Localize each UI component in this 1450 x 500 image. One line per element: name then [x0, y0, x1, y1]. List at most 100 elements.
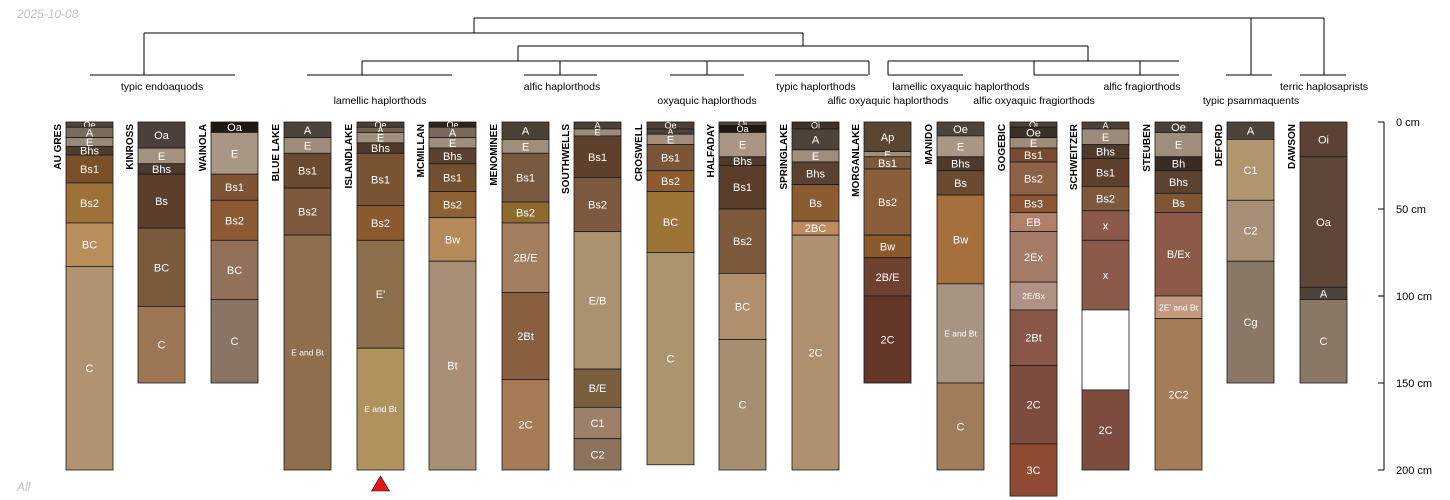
- profile-name: KINROSS: [125, 124, 136, 170]
- horizon-label: Oe: [953, 124, 968, 136]
- taxa-label: typic haplorthods: [776, 81, 855, 93]
- taxa-label: terric haplosaprists: [1280, 81, 1368, 93]
- taxa-label: alfic oxyaquic fragiorthods: [973, 95, 1094, 107]
- profile-name: ISLANDLAKE: [344, 124, 355, 189]
- horizon-label: Bs2: [588, 200, 607, 212]
- horizon-label: C: [86, 363, 94, 375]
- horizon-label: 3C: [1026, 465, 1040, 477]
- horizon-label: Bs2: [661, 176, 680, 188]
- horizon-label: Bs: [1172, 198, 1185, 210]
- horizon-label: Bw: [880, 241, 895, 253]
- horizon-label: E: [739, 140, 746, 152]
- profile-kinross: OaEBhsBsBCCKINROSS: [125, 122, 185, 383]
- horizon-label: BC: [735, 301, 750, 313]
- horizon-label: Bs1: [661, 153, 680, 165]
- horizon-label: Ap: [881, 132, 894, 144]
- horizon-label: 2B/E: [876, 272, 900, 284]
- horizon-label: C2: [590, 449, 604, 461]
- horizon-label: E': [376, 289, 385, 301]
- taxa-label: lamellic haplorthods: [334, 95, 427, 107]
- profile-name: CROSWELL: [634, 124, 645, 181]
- profile-steuben: OeEBhBhsBsB/Ex2E' and Bt2C2STEUBEN: [1142, 122, 1202, 470]
- profile-halfaday: OiOaEBhsBs1Bs2BCCHALFADAY: [706, 119, 766, 470]
- horizon-label: E: [522, 141, 529, 153]
- horizon-label: Bs2: [1024, 174, 1043, 186]
- horizon-label: Bs1: [443, 173, 462, 185]
- horizon-label: 2Bt: [1025, 333, 1042, 345]
- horizon-label: BC: [82, 240, 97, 252]
- axis-tick-label: 0 cm: [1396, 117, 1420, 129]
- profile-name: HALFADAY: [706, 124, 717, 178]
- profile-name: BLUE LAKE: [271, 124, 282, 182]
- horizon-label: Bs1: [1024, 150, 1043, 162]
- horizon-label: C1: [590, 418, 604, 430]
- profile-menominee: AE Bs1 Bs2 2B/E 2Bt 2C MENOMINEE: [489, 122, 549, 470]
- depth-axis: 0 cm50 cm100 cm150 cm200 cm: [1378, 117, 1432, 477]
- profile-wainola: Oa E Bs1 Bs2 BC C WAINOLA: [198, 122, 258, 383]
- horizon: [1082, 310, 1129, 390]
- taxa-label: alfic oxyaquic haplorthods: [828, 95, 949, 107]
- horizon-label: A: [1320, 288, 1328, 300]
- horizon-label: C1: [1243, 165, 1257, 177]
- horizon-label: Bhs: [1096, 147, 1115, 159]
- horizon-label: Bs1: [516, 173, 535, 185]
- horizon-label: Bs2: [516, 207, 535, 219]
- profile-schweitzer: AE Bhs Bs1 Bs2 x x 2C SCHWEITZER: [1069, 121, 1129, 470]
- horizon-label: Bhs: [443, 151, 462, 163]
- horizon-label: Bs: [809, 198, 822, 210]
- horizon-label: E: [1102, 132, 1109, 144]
- profile-manido: OeEBhsBsBwE and BtCMANIDO: [924, 122, 984, 470]
- horizon-label: 2C: [1026, 400, 1040, 412]
- profile-name: GOGEBIC: [997, 124, 1008, 171]
- taxa-label: typic endoaquods: [121, 81, 203, 93]
- taxa-label: oxyaquic haplorthods: [657, 95, 756, 107]
- horizon-label: C: [231, 336, 239, 348]
- horizon-label: E and Bt: [364, 404, 397, 414]
- profile-islandlake: OeAEBhsBs1Bs2E'E and BtISLANDLAKE: [344, 120, 404, 470]
- profile-dawson: OiOaACDAWSON: [1287, 122, 1347, 383]
- horizon-label: E: [812, 151, 819, 163]
- profile-name: SOUTHWELLS: [561, 124, 572, 194]
- axis-tick-label: 200 cm: [1396, 465, 1432, 477]
- horizon-label: 2C2: [1168, 389, 1188, 401]
- horizon-label: Bt: [447, 361, 457, 373]
- profile-name: DAWSON: [1287, 124, 1298, 169]
- horizon-label: Bhs: [806, 168, 825, 180]
- taxa-label: lamellic oxyaquic haplorthods: [892, 81, 1029, 93]
- taxa-label: alfic haplorthods: [524, 81, 600, 93]
- horizon-label: Bs2: [80, 198, 99, 210]
- horizon-label: Bs2: [733, 236, 752, 248]
- horizon-label: E: [957, 141, 964, 153]
- horizon-label: C: [667, 354, 675, 366]
- horizon-label: B/Ex: [1167, 249, 1191, 261]
- horizon-label: Bs1: [733, 182, 752, 194]
- dendrogram: [90, 18, 1346, 75]
- profile-name: SPRINGLAKE: [779, 124, 790, 190]
- soil-profiles: OeAEBhsBs1Bs2BCCAU GRES OaEBhsBsBCCKINROS…: [53, 119, 1347, 496]
- horizon-label: 2BC: [805, 223, 826, 235]
- horizon-label: Cg: [1243, 317, 1257, 329]
- horizon-label: EB: [1026, 217, 1041, 229]
- profile-name: SCHWEITZER: [1069, 123, 1080, 190]
- horizon-label: A: [812, 134, 820, 146]
- horizon-label: 2E/Bx: [1022, 291, 1045, 301]
- horizon-label: Bs1: [225, 182, 244, 194]
- horizon-label: Bs2: [225, 215, 244, 227]
- horizon-label: Oa: [154, 130, 170, 142]
- horizon-label: 2E' and Bt: [1159, 302, 1199, 312]
- profile-name: MENOMINEE: [489, 124, 500, 186]
- profile-name: MCMILLAN: [416, 124, 427, 177]
- profile-name: MORGANLAKE: [851, 124, 862, 197]
- horizon-label: C: [739, 400, 747, 412]
- horizon-label: Bs1: [371, 174, 390, 186]
- profile-southwells: AEBs1Bs2E/BB/EC1C2SOUTHWELLS: [561, 121, 621, 470]
- horizon-label: Bs1: [1096, 167, 1115, 179]
- horizon-label: 2C: [808, 348, 822, 360]
- profile-deford: AC1C2CgDEFORD: [1214, 122, 1274, 383]
- profile-croswell: OeAEBs1Bs2BCCCROSWELL: [634, 121, 694, 465]
- profile-springlake: Oi AE Bhs Bs 2BC 2C SPRINGLAKE: [779, 121, 839, 470]
- horizon-label: C: [957, 421, 965, 433]
